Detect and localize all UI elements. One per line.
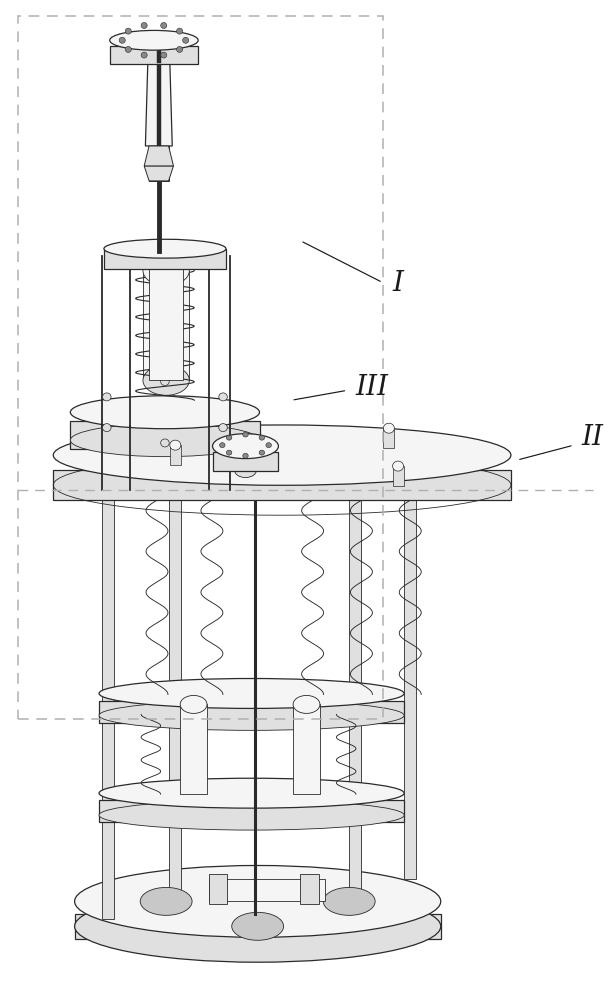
Ellipse shape [119, 37, 125, 43]
Ellipse shape [110, 30, 198, 50]
Ellipse shape [219, 443, 225, 448]
Ellipse shape [125, 46, 131, 52]
Polygon shape [99, 701, 404, 723]
Polygon shape [149, 241, 183, 380]
Ellipse shape [125, 28, 131, 34]
Ellipse shape [383, 423, 394, 433]
Ellipse shape [219, 393, 227, 401]
Polygon shape [392, 466, 403, 486]
Ellipse shape [102, 393, 111, 401]
Ellipse shape [219, 424, 227, 432]
Polygon shape [209, 874, 227, 904]
Polygon shape [404, 475, 416, 879]
Polygon shape [169, 475, 181, 899]
Ellipse shape [266, 443, 272, 448]
Ellipse shape [323, 887, 375, 915]
Ellipse shape [70, 396, 259, 429]
Polygon shape [53, 470, 511, 500]
Ellipse shape [70, 424, 259, 457]
Ellipse shape [99, 800, 404, 830]
Ellipse shape [226, 435, 232, 440]
Polygon shape [75, 914, 441, 939]
Polygon shape [145, 61, 172, 146]
Ellipse shape [293, 695, 320, 713]
Polygon shape [300, 874, 319, 904]
Polygon shape [180, 704, 207, 794]
Polygon shape [213, 452, 278, 471]
Polygon shape [232, 446, 259, 470]
Ellipse shape [170, 440, 181, 450]
Polygon shape [149, 146, 169, 181]
Polygon shape [349, 475, 362, 899]
Polygon shape [110, 46, 198, 64]
Ellipse shape [293, 785, 320, 803]
Ellipse shape [104, 239, 226, 258]
Ellipse shape [143, 256, 189, 286]
Polygon shape [144, 166, 173, 181]
Ellipse shape [180, 695, 207, 713]
Ellipse shape [75, 865, 441, 937]
Ellipse shape [177, 28, 183, 34]
Ellipse shape [259, 450, 265, 455]
Polygon shape [70, 421, 259, 449]
Ellipse shape [259, 435, 265, 440]
Ellipse shape [226, 450, 232, 455]
Ellipse shape [161, 22, 167, 28]
Ellipse shape [75, 890, 441, 962]
Ellipse shape [392, 461, 403, 471]
Polygon shape [144, 146, 173, 166]
Ellipse shape [141, 22, 147, 28]
Polygon shape [170, 445, 181, 465]
Ellipse shape [102, 424, 111, 432]
Ellipse shape [180, 785, 207, 803]
Polygon shape [383, 428, 394, 448]
Polygon shape [102, 475, 114, 919]
Ellipse shape [99, 778, 404, 808]
Ellipse shape [53, 425, 511, 485]
Ellipse shape [141, 52, 147, 58]
Polygon shape [209, 879, 325, 901]
Ellipse shape [161, 378, 169, 386]
Text: II: II [581, 424, 603, 451]
Ellipse shape [161, 439, 169, 447]
Text: III: III [356, 374, 388, 401]
Ellipse shape [183, 37, 189, 43]
Polygon shape [99, 800, 404, 822]
Ellipse shape [161, 52, 167, 58]
Ellipse shape [177, 46, 183, 52]
Text: I: I [392, 270, 403, 297]
Ellipse shape [242, 482, 267, 498]
Ellipse shape [235, 463, 256, 478]
Ellipse shape [99, 700, 404, 730]
Polygon shape [104, 249, 226, 269]
Ellipse shape [99, 679, 404, 708]
Ellipse shape [143, 365, 189, 395]
Ellipse shape [213, 434, 278, 459]
Ellipse shape [243, 453, 248, 458]
Polygon shape [143, 271, 189, 380]
Ellipse shape [243, 432, 248, 437]
Polygon shape [293, 704, 320, 794]
Ellipse shape [140, 887, 192, 915]
Ellipse shape [232, 912, 284, 940]
